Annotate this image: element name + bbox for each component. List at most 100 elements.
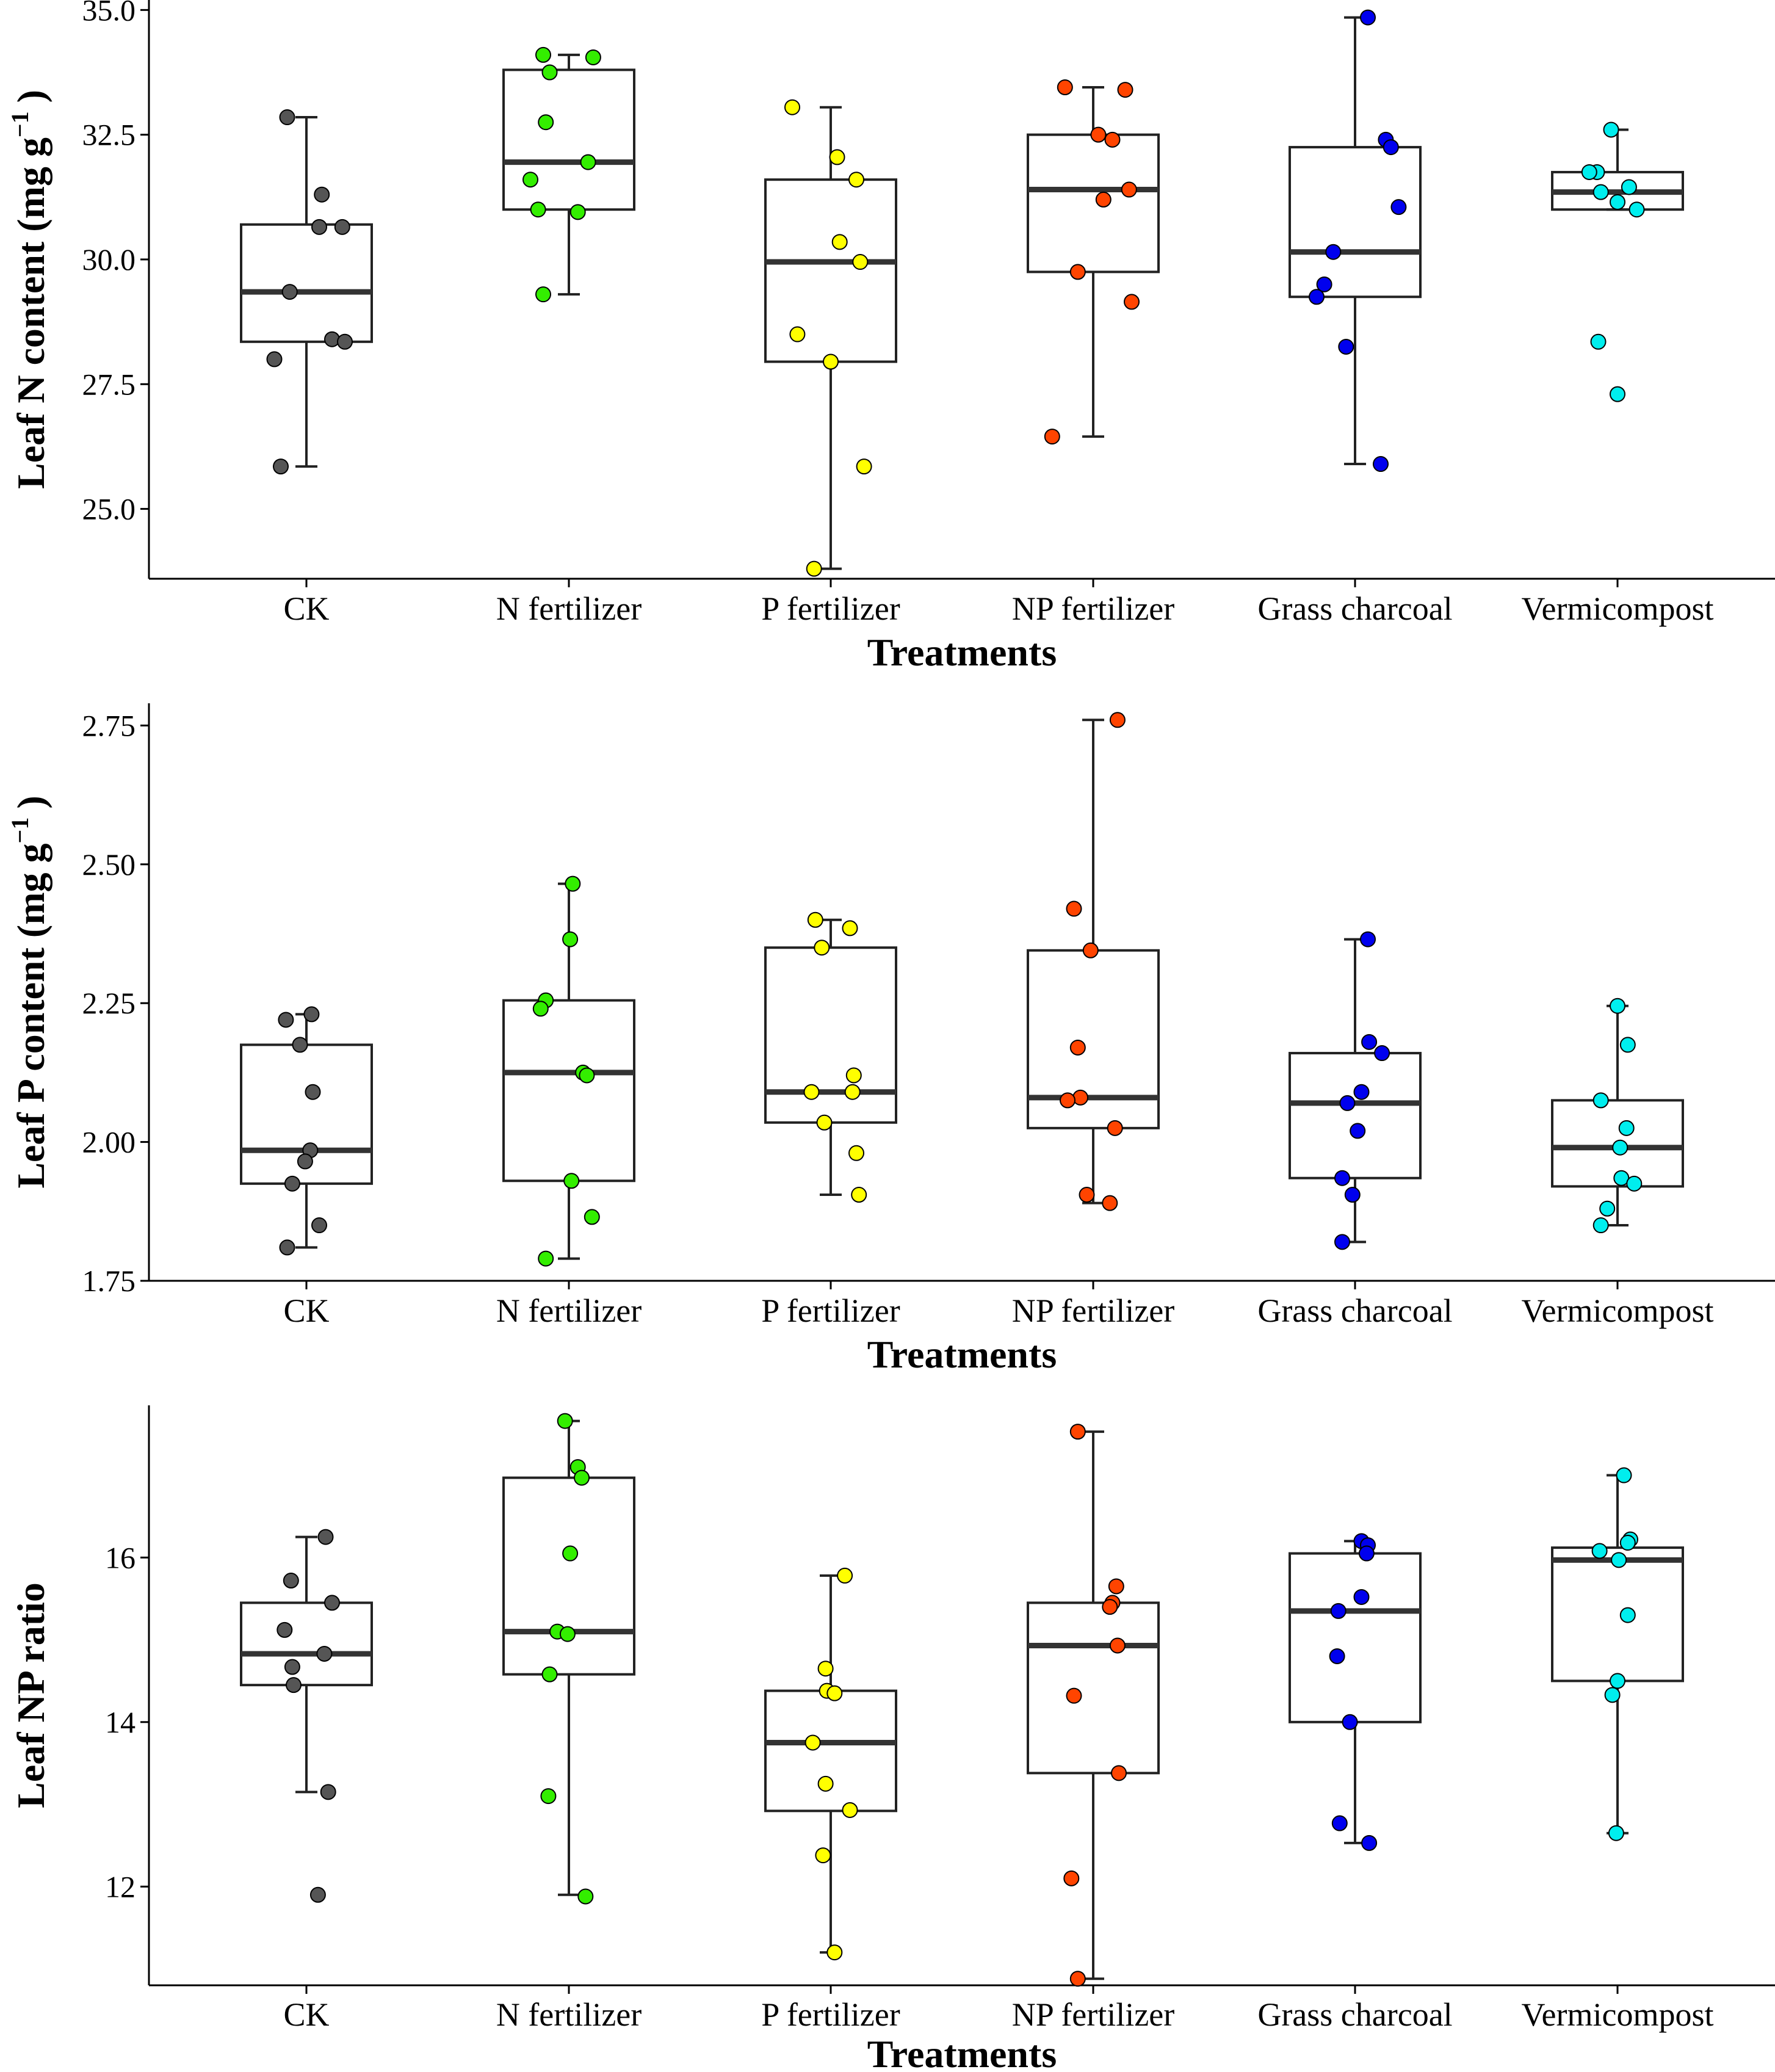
- data-point: [565, 875, 581, 892]
- data-point: [324, 331, 340, 347]
- data-point: [1121, 181, 1137, 198]
- data-point: [1109, 712, 1126, 728]
- data-point: [538, 114, 554, 131]
- data-point: [789, 326, 806, 342]
- data-point: [1599, 1200, 1616, 1217]
- data-point: [309, 1886, 326, 1903]
- data-point: [1581, 164, 1597, 180]
- y-tick-label: 1.75: [82, 1264, 136, 1298]
- data-point: [1344, 1187, 1361, 1203]
- data-point: [569, 204, 586, 220]
- data-point: [538, 1250, 554, 1267]
- data-point: [1610, 998, 1625, 1014]
- data-point: [337, 333, 353, 350]
- data-point: [1591, 1543, 1608, 1559]
- box: [1289, 146, 1422, 299]
- data-point: [292, 1037, 308, 1053]
- data-point: [848, 172, 864, 188]
- data-point: [1374, 1045, 1390, 1062]
- data-point: [541, 1666, 558, 1683]
- data-point: [1353, 1084, 1370, 1100]
- data-point: [815, 1847, 831, 1864]
- x-tick-label: N fertilizer: [496, 1292, 642, 1329]
- data-point: [1592, 184, 1609, 200]
- data-point: [1360, 931, 1376, 947]
- data-point: [1610, 194, 1625, 210]
- data-point: [1626, 1175, 1643, 1192]
- data-point: [814, 940, 830, 956]
- data-point: [1109, 1637, 1126, 1654]
- box: [240, 1601, 373, 1687]
- data-point: [1353, 1588, 1370, 1605]
- y-axis-title-superscript: −1: [6, 111, 34, 137]
- data-point: [279, 1239, 295, 1256]
- data-point: [284, 1659, 300, 1675]
- data-point: [1072, 1089, 1088, 1106]
- data-point: [585, 49, 601, 65]
- x-tick-label: CK: [283, 1996, 329, 2033]
- data-point: [1373, 456, 1389, 473]
- data-point: [844, 1084, 861, 1100]
- data-point: [284, 1175, 300, 1192]
- data-point: [277, 1621, 293, 1638]
- x-tick-label: CK: [283, 590, 329, 627]
- data-point: [1334, 1170, 1350, 1186]
- data-point: [1360, 9, 1376, 26]
- data-point: [1592, 1092, 1609, 1109]
- data-point: [837, 1567, 853, 1584]
- data-point: [842, 920, 858, 936]
- x-tick-label: Vermicompost: [1522, 590, 1714, 627]
- y-tick-label: 2.50: [82, 847, 136, 882]
- data-point: [1044, 429, 1060, 445]
- data-point: [1102, 1599, 1118, 1615]
- data-point: [817, 1661, 834, 1677]
- data-point: [559, 1626, 576, 1642]
- y-axis-title-main: Leaf P content (mg g: [9, 843, 52, 1188]
- data-point: [1604, 1687, 1621, 1703]
- data-point: [848, 1145, 864, 1161]
- data-point: [278, 1012, 294, 1028]
- data-point: [804, 1734, 821, 1751]
- data-point: [1338, 338, 1354, 355]
- data-point: [584, 1209, 600, 1225]
- data-point: [1102, 1195, 1118, 1211]
- box: [502, 68, 635, 211]
- data-point: [530, 201, 546, 218]
- data-point: [1079, 1187, 1095, 1203]
- data-point: [1069, 264, 1086, 280]
- data-point: [1316, 276, 1332, 292]
- x-tick-label: P fertilizer: [761, 1292, 900, 1329]
- data-point: [535, 286, 551, 303]
- data-point: [1361, 1034, 1378, 1050]
- data-point: [1082, 942, 1099, 958]
- x-axis-title: Treatments: [867, 2032, 1057, 2072]
- data-point: [1358, 1545, 1375, 1562]
- x-tick-label: Vermicompost: [1522, 1292, 1714, 1329]
- data-point: [1329, 1648, 1345, 1664]
- data-point: [1095, 191, 1112, 208]
- data-point: [817, 1775, 834, 1792]
- data-point: [1619, 1037, 1636, 1053]
- data-point: [303, 1006, 320, 1023]
- data-point: [316, 1645, 333, 1662]
- data-point: [311, 219, 327, 235]
- data-point: [320, 1784, 336, 1800]
- x-axis-title: Treatments: [867, 631, 1057, 674]
- data-point: [1603, 121, 1619, 138]
- y-axis-title-close: ): [9, 90, 52, 103]
- y-axis-title: Leaf N content (mg g−1): [6, 90, 52, 489]
- y-axis-title-main: Leaf N content (mg g: [9, 137, 52, 489]
- data-point: [1616, 1467, 1632, 1483]
- data-point: [1309, 289, 1325, 305]
- data-point: [842, 1802, 858, 1818]
- x-tick-label: NP fertilizer: [1012, 1292, 1174, 1329]
- data-point: [807, 911, 823, 928]
- data-point: [1610, 1673, 1625, 1689]
- y-axis-title-close: ): [9, 795, 52, 808]
- data-point: [1063, 1870, 1080, 1886]
- data-point: [580, 154, 596, 170]
- x-tick-label: N fertilizer: [496, 590, 642, 627]
- data-point: [574, 1469, 590, 1486]
- data-point: [826, 1944, 843, 1961]
- x-tick-label: CK: [283, 1292, 329, 1329]
